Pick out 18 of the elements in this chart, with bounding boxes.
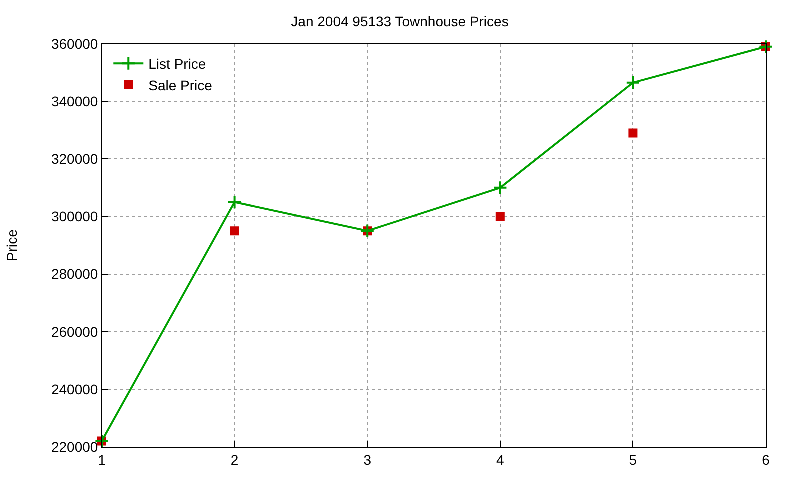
y-tick-label: 340000 [51,93,98,110]
y-axis-title: Price [4,229,20,262]
y-tick-label: 320000 [51,151,98,168]
y-tick-label: 240000 [51,381,98,398]
y-tick-label: 260000 [51,324,98,340]
x-tick-label: 4 [496,452,504,468]
chart-title: Jan 2004 95133 Townhouse Prices [291,14,509,30]
x-tick-label: 6 [762,452,770,468]
legend-label: Sale Price [148,77,213,94]
y-tick-label: 220000 [51,438,98,455]
legend-label: List Price [148,56,206,72]
x-tick-label: 2 [230,452,239,468]
x-tick-label: 1 [98,452,106,468]
x-tick-label: 3 [364,452,372,468]
y-tick-label: 280000 [51,266,98,282]
x-tick-label: 5 [629,452,638,468]
y-tick-label: 300000 [51,208,98,225]
y-tick-label: 360000 [51,36,98,52]
